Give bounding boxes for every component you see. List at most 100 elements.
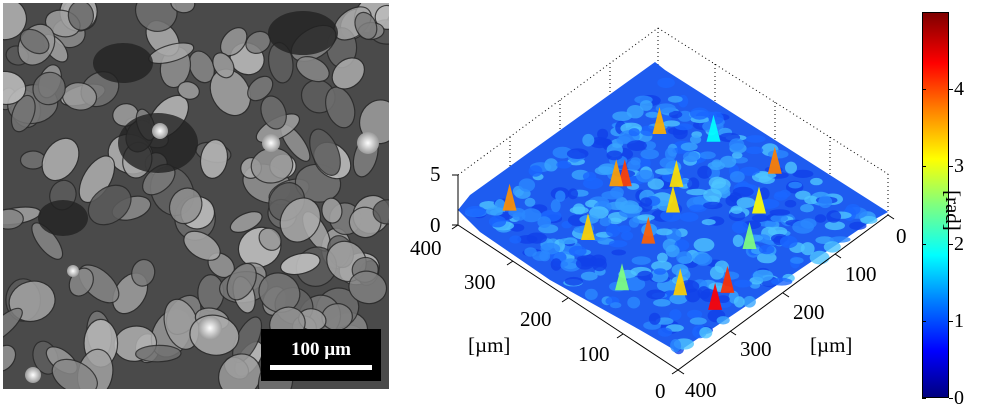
cell-shape bbox=[226, 262, 257, 301]
surface-bump bbox=[733, 296, 745, 308]
surface-bump bbox=[521, 208, 542, 223]
cell-shape bbox=[354, 11, 378, 40]
surface-bump bbox=[639, 100, 653, 111]
surface-bump bbox=[770, 214, 788, 223]
surface-bump bbox=[592, 258, 607, 272]
surface-bump bbox=[653, 268, 667, 275]
surface-bump bbox=[725, 195, 739, 207]
surface-bump bbox=[627, 160, 641, 171]
left-tick-label-200: 200 bbox=[520, 307, 552, 331]
surface-bump bbox=[679, 212, 699, 222]
surface-bump bbox=[731, 151, 743, 159]
surface-peak bbox=[742, 222, 757, 249]
surface-bump bbox=[627, 296, 641, 309]
surface-bump bbox=[690, 135, 702, 144]
right-axis-label: [µm] bbox=[810, 333, 852, 357]
surface-peak bbox=[706, 114, 721, 142]
surface-bump bbox=[663, 120, 680, 127]
surface-bump bbox=[709, 266, 725, 280]
surface-bump bbox=[560, 258, 582, 272]
left-axis-line bbox=[457, 224, 679, 371]
surface-bump bbox=[849, 221, 867, 230]
surface-bump bbox=[824, 221, 845, 231]
surface-bump bbox=[716, 316, 730, 325]
z-tick-label-0: 0 bbox=[430, 213, 441, 237]
colorbar-tick bbox=[922, 320, 926, 322]
cell-shape bbox=[170, 3, 196, 14]
bright-cell bbox=[357, 132, 379, 154]
surface-bump bbox=[645, 111, 660, 118]
cell-shape bbox=[279, 197, 322, 243]
left-tick-label-400: 400 bbox=[410, 236, 442, 260]
surface-peak bbox=[752, 186, 766, 214]
phase-surface bbox=[458, 62, 888, 355]
surface-bump bbox=[528, 165, 543, 177]
surface-bump bbox=[729, 138, 745, 151]
cell-shape bbox=[135, 344, 182, 363]
surface-bump bbox=[697, 286, 711, 300]
surface-bump bbox=[809, 250, 830, 265]
surface-bump bbox=[790, 257, 804, 264]
surface-bump bbox=[628, 217, 640, 228]
bright-cell bbox=[262, 134, 280, 152]
surface-bump bbox=[826, 210, 842, 223]
cell-shape bbox=[331, 57, 366, 90]
cell-shape bbox=[87, 184, 132, 226]
colorbar-unit-label: [rad] bbox=[941, 190, 965, 231]
surface-bump bbox=[792, 169, 814, 178]
surface-bump bbox=[785, 161, 797, 174]
surface-bump bbox=[509, 235, 522, 244]
colorbar-tick bbox=[949, 166, 953, 168]
colorbar-tick bbox=[949, 89, 953, 91]
surface-bump bbox=[537, 216, 551, 229]
cell-shape bbox=[212, 52, 235, 79]
surface-bump bbox=[655, 103, 676, 114]
surface-bump bbox=[601, 190, 624, 200]
surface-bump bbox=[628, 128, 640, 137]
bright-cell bbox=[152, 123, 168, 139]
surface-bump bbox=[540, 242, 561, 255]
surface-bump bbox=[605, 223, 621, 238]
surface-bump bbox=[626, 105, 644, 119]
surface-bump bbox=[810, 177, 823, 186]
dark-region bbox=[93, 43, 153, 83]
surface-bump bbox=[792, 220, 814, 234]
surface-bump bbox=[552, 146, 573, 159]
surface-bump bbox=[464, 205, 486, 217]
surface-peak bbox=[652, 107, 667, 134]
surface-bump bbox=[606, 150, 623, 161]
surface-bump bbox=[784, 199, 797, 208]
cell-shape bbox=[295, 56, 330, 83]
surface-plot-svg: 5 0 400 300 200 100 0 [µm] 400 300 200 1… bbox=[410, 27, 907, 403]
cell-shape bbox=[3, 344, 17, 373]
surface-bump bbox=[572, 203, 586, 215]
cell-shape bbox=[31, 222, 64, 260]
right-tick-label-400: 400 bbox=[685, 378, 717, 402]
surface-bump bbox=[711, 159, 723, 168]
surface-peak bbox=[669, 159, 684, 187]
surface-bump bbox=[664, 147, 677, 161]
surface-bump bbox=[611, 249, 626, 256]
surface-bump bbox=[818, 195, 833, 209]
cell-shape bbox=[10, 94, 36, 133]
surface-bump bbox=[823, 241, 841, 253]
surface-bump bbox=[736, 197, 756, 209]
right-tick-label-0: 0 bbox=[896, 224, 907, 248]
cell-shape bbox=[229, 210, 263, 234]
cell-shape bbox=[348, 270, 388, 305]
surface-bump bbox=[731, 221, 749, 234]
surface-bump bbox=[564, 276, 583, 286]
surface-bump bbox=[683, 151, 700, 163]
surface-bump bbox=[631, 256, 651, 265]
cell-shape bbox=[67, 3, 95, 31]
cell-micrograph: 100 µm bbox=[3, 3, 389, 389]
surface-bump bbox=[640, 149, 659, 160]
surface-bump bbox=[550, 258, 562, 271]
surface-bump bbox=[686, 188, 708, 196]
surface-bump bbox=[860, 216, 878, 224]
dark-region bbox=[268, 11, 338, 55]
cell-shape bbox=[131, 258, 156, 287]
surface-peak bbox=[666, 185, 680, 213]
colorbar-tick bbox=[949, 398, 953, 399]
cell-shape bbox=[260, 95, 287, 130]
